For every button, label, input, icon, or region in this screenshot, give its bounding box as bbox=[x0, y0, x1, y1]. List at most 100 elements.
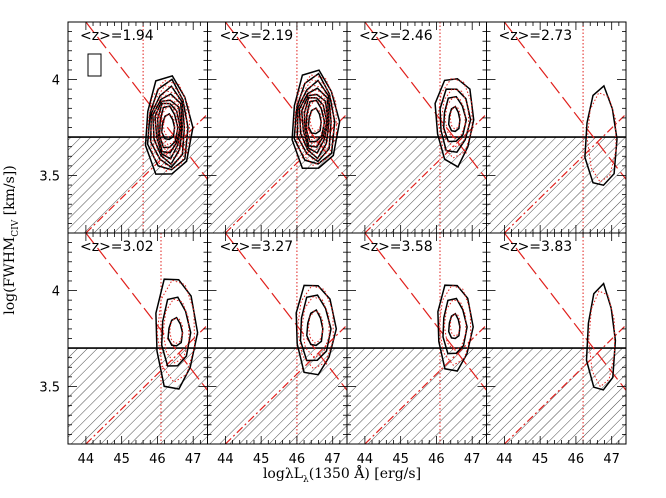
dashed-diagonal-line bbox=[85, 22, 208, 180]
model-contour-level bbox=[588, 290, 616, 388]
contour-level bbox=[439, 88, 472, 154]
dashed-diagonal-line bbox=[224, 233, 347, 391]
model-contour-level bbox=[449, 313, 461, 337]
panel-content bbox=[207, 233, 347, 444]
z-label: <z>=2.73 bbox=[499, 28, 573, 44]
panel: <z>=2.46 bbox=[346, 21, 487, 234]
model-contour-level bbox=[443, 299, 467, 352]
panel: <z>=3.27 bbox=[207, 232, 348, 445]
panel-content bbox=[68, 22, 208, 233]
hatched-region bbox=[347, 348, 487, 444]
contour-level bbox=[167, 316, 184, 347]
dashed-diagonal-line bbox=[364, 233, 487, 391]
z-label: <z>=3.58 bbox=[359, 239, 433, 255]
x-tick-label: 45 bbox=[253, 452, 270, 467]
model-contour-level bbox=[158, 102, 180, 150]
hatched-region bbox=[68, 348, 208, 444]
model-contour-level bbox=[304, 96, 327, 144]
z-label: <z>=3.83 bbox=[499, 239, 573, 255]
model-contour-level bbox=[296, 79, 335, 161]
panel-content bbox=[347, 22, 487, 233]
model-contour-level bbox=[437, 77, 473, 159]
model-contour-level bbox=[149, 85, 188, 167]
dashed-diagonal-line bbox=[503, 233, 626, 391]
contour-level bbox=[296, 79, 332, 163]
contour-level bbox=[149, 85, 186, 169]
z-label: <z>=2.19 bbox=[220, 28, 294, 44]
dashed-diagonal-line bbox=[364, 22, 487, 180]
x-tick-label: 45 bbox=[113, 452, 130, 467]
model-contour-level bbox=[309, 107, 322, 132]
contour-level bbox=[156, 102, 181, 154]
panel: <z>=2.19 bbox=[207, 21, 348, 234]
x-tick-label: 47 bbox=[464, 452, 481, 467]
panel-content bbox=[207, 22, 347, 233]
model-contour-level bbox=[301, 296, 330, 359]
contour-level bbox=[295, 284, 338, 376]
z-label: <z>=3.27 bbox=[220, 239, 294, 255]
dash-dot-diagonal-line bbox=[85, 324, 208, 444]
contour-level bbox=[434, 78, 475, 168]
contour-level bbox=[585, 282, 617, 391]
panel-content bbox=[486, 233, 626, 444]
model-contour-level bbox=[307, 310, 324, 344]
contour-level bbox=[293, 72, 336, 165]
z-label: <z>=2.46 bbox=[359, 28, 433, 44]
contour-level bbox=[155, 278, 199, 390]
panel-grid: <z>=1.94 <z>=2.19 <z>=2.46 <z>=2.73 <z>=3.02… bbox=[67, 21, 627, 445]
x-tick-label: 46 bbox=[149, 452, 166, 467]
model-contour-level bbox=[154, 94, 184, 158]
x-tick-label: 44 bbox=[357, 452, 374, 467]
y-axis-label: log(FWHMCIV [km/s]) bbox=[2, 165, 21, 314]
hatched-region bbox=[207, 137, 347, 233]
dash-dot-diagonal-line bbox=[364, 324, 487, 444]
dash-dot-diagonal-line bbox=[503, 324, 626, 444]
y-tick-label: 3.5 bbox=[39, 169, 60, 184]
contour-level bbox=[303, 96, 328, 148]
contour-level bbox=[300, 93, 329, 155]
contour-level bbox=[584, 84, 618, 187]
y-tick-label: 4 bbox=[52, 74, 60, 89]
hatched-region bbox=[486, 348, 626, 444]
contour-level bbox=[447, 105, 461, 133]
x-tick-label: 46 bbox=[289, 452, 306, 467]
dash-dot-diagonal-line bbox=[224, 113, 347, 233]
model-contour-level bbox=[162, 298, 190, 364]
z-label: <z>=1.94 bbox=[80, 28, 154, 44]
box-symbol bbox=[87, 53, 102, 77]
model-contour-level bbox=[586, 92, 617, 183]
model-contour-level bbox=[303, 92, 328, 148]
dash-dot-diagonal-line bbox=[503, 113, 626, 233]
contour-level bbox=[299, 294, 332, 362]
x-tick-label: 46 bbox=[428, 452, 445, 467]
z-label: <z>=3.02 bbox=[80, 239, 154, 255]
contour-level bbox=[146, 78, 189, 171]
x-tick-label: 47 bbox=[324, 452, 341, 467]
x-tick-label: 45 bbox=[392, 452, 409, 467]
contour-level bbox=[154, 99, 183, 160]
x-tick-label: 47 bbox=[185, 452, 202, 467]
model-contour-level bbox=[449, 106, 461, 130]
contour-level bbox=[291, 69, 341, 170]
contour-level bbox=[160, 112, 176, 141]
panel-content bbox=[347, 233, 487, 444]
x-tick-label: 46 bbox=[568, 452, 585, 467]
x-axis-label: logλLλ(1350 Å) [erg/s] bbox=[263, 464, 421, 485]
hatched-region bbox=[68, 137, 208, 233]
panel-content bbox=[486, 22, 626, 233]
contour-level bbox=[158, 105, 179, 149]
model-contour-level bbox=[444, 96, 466, 140]
model-contour-level bbox=[440, 88, 470, 149]
model-contour-level bbox=[306, 100, 325, 140]
panel: <z>=3.58 bbox=[346, 232, 487, 445]
contour-level bbox=[437, 284, 474, 372]
contour-level bbox=[305, 99, 326, 143]
model-contour-level bbox=[156, 98, 182, 153]
contour-level bbox=[160, 296, 192, 367]
x-tick-label: 44 bbox=[496, 452, 513, 467]
model-contour-level bbox=[160, 105, 178, 146]
model-contour-level bbox=[169, 317, 184, 345]
x-tick-label: 44 bbox=[217, 452, 234, 467]
x-tick-label: 47 bbox=[603, 452, 620, 467]
